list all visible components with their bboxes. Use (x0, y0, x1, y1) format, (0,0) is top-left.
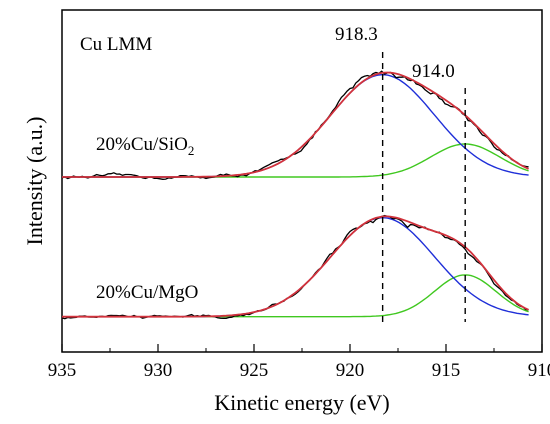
x-tick-label-930: 930 (144, 360, 173, 381)
spectrum-label-sio2: 20%Cu/SiO2 (96, 134, 194, 158)
x-axis-title: Kinetic energy (eV) (214, 390, 390, 415)
experimental-curve-1 (61, 214, 529, 320)
marker-label-914: 914.0 (412, 61, 455, 82)
spectrum-label-sio2-sub: 2 (188, 143, 195, 158)
peak-markers (381, 52, 466, 322)
fit-envelope-curve-1 (62, 215, 529, 318)
x-tick-label-925: 925 (240, 360, 269, 381)
chart-title: Cu LMM (80, 34, 152, 55)
marker-label-918: 918.3 (335, 24, 378, 45)
x-tick-label-915: 915 (432, 360, 461, 381)
x-tick-label-920: 920 (336, 360, 365, 381)
spectra-curves (61, 70, 529, 320)
x-tick-label-910: 910 (528, 360, 550, 381)
experimental-curve-0 (61, 70, 529, 180)
x-axis-ticks (61, 344, 543, 352)
spectrum-label-mgo: 20%Cu/MgO (96, 282, 198, 303)
x-tick-label-935: 935 (48, 360, 77, 381)
x-axis-tick-labels: 935 930 925 920 915 910 (48, 360, 550, 381)
fit-envelope-curve-0 (62, 71, 529, 178)
component-918-curve-0 (62, 73, 529, 178)
spectrum-label-sio2-main: 20%Cu/SiO (96, 134, 188, 155)
y-axis-title: Intensity (a.u.) (22, 117, 47, 246)
